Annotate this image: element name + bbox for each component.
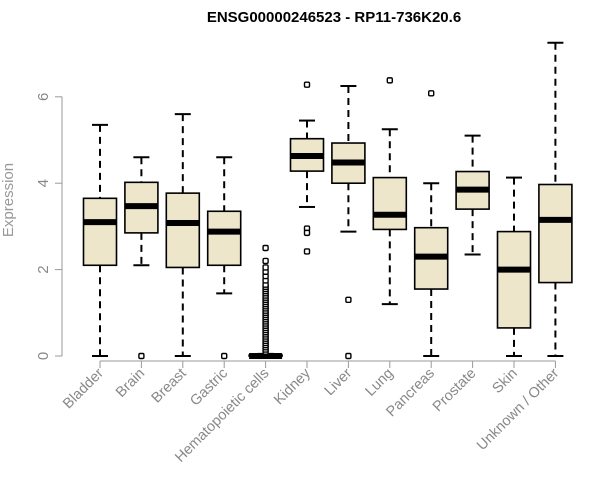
y-tick-label: 4 <box>35 179 52 187</box>
box-skin <box>496 176 532 357</box>
x-tick-label: Bladder <box>60 365 107 412</box>
box-prostate <box>455 134 490 256</box>
x-tick-label: Prostate <box>430 366 479 415</box>
y-tick-label: 2 <box>35 265 52 273</box>
box-bladder <box>82 123 118 357</box>
outlier-point <box>345 352 352 360</box>
x-tick-label: Kidney <box>271 365 314 408</box>
box-liver <box>331 85 366 360</box>
outlier-point <box>220 352 228 360</box>
outlier-point <box>303 81 311 88</box>
box-kidney <box>289 81 325 255</box>
iqr-box <box>538 183 573 284</box>
iqr-box <box>496 230 532 329</box>
iqr-box <box>165 192 201 269</box>
outlier-point <box>303 248 311 255</box>
y-tick-label: 0 <box>35 352 52 360</box>
box-lung <box>372 77 408 306</box>
outlier-point <box>138 352 145 360</box>
x-tick-label: Brain <box>113 366 148 401</box>
outlier-point <box>386 77 393 84</box>
box-hematopoietic-cells <box>248 244 283 359</box>
box-breast <box>165 113 201 357</box>
iqr-box <box>206 210 242 267</box>
y-tick-label: 6 <box>35 93 52 101</box>
boxes-layer <box>82 41 573 360</box>
x-tick-label: Skin <box>490 366 521 397</box>
iqr-box <box>82 197 118 267</box>
outlier-point <box>262 244 269 252</box>
outlier-point <box>262 257 269 265</box>
x-tick-label: Lung <box>362 366 396 400</box>
box-unknown-other <box>538 41 573 357</box>
box-brain <box>124 156 159 360</box>
x-tick-label: Breast <box>149 366 190 407</box>
box-pancreas <box>413 90 449 357</box>
x-tick-label: Liver <box>322 365 356 399</box>
y-axis-label: Expression <box>0 163 17 237</box>
outlier-point <box>345 296 352 304</box>
chart-title: ENSG00000246523 - RP11-736K20.6 <box>207 9 461 26</box>
outlier-point <box>262 264 269 271</box>
outlier-point <box>303 229 311 237</box>
iqr-box <box>372 176 408 231</box>
box-gastric <box>206 156 242 360</box>
y-axis: 0 2 4 6 <box>35 93 63 360</box>
outlier-point <box>428 90 435 97</box>
